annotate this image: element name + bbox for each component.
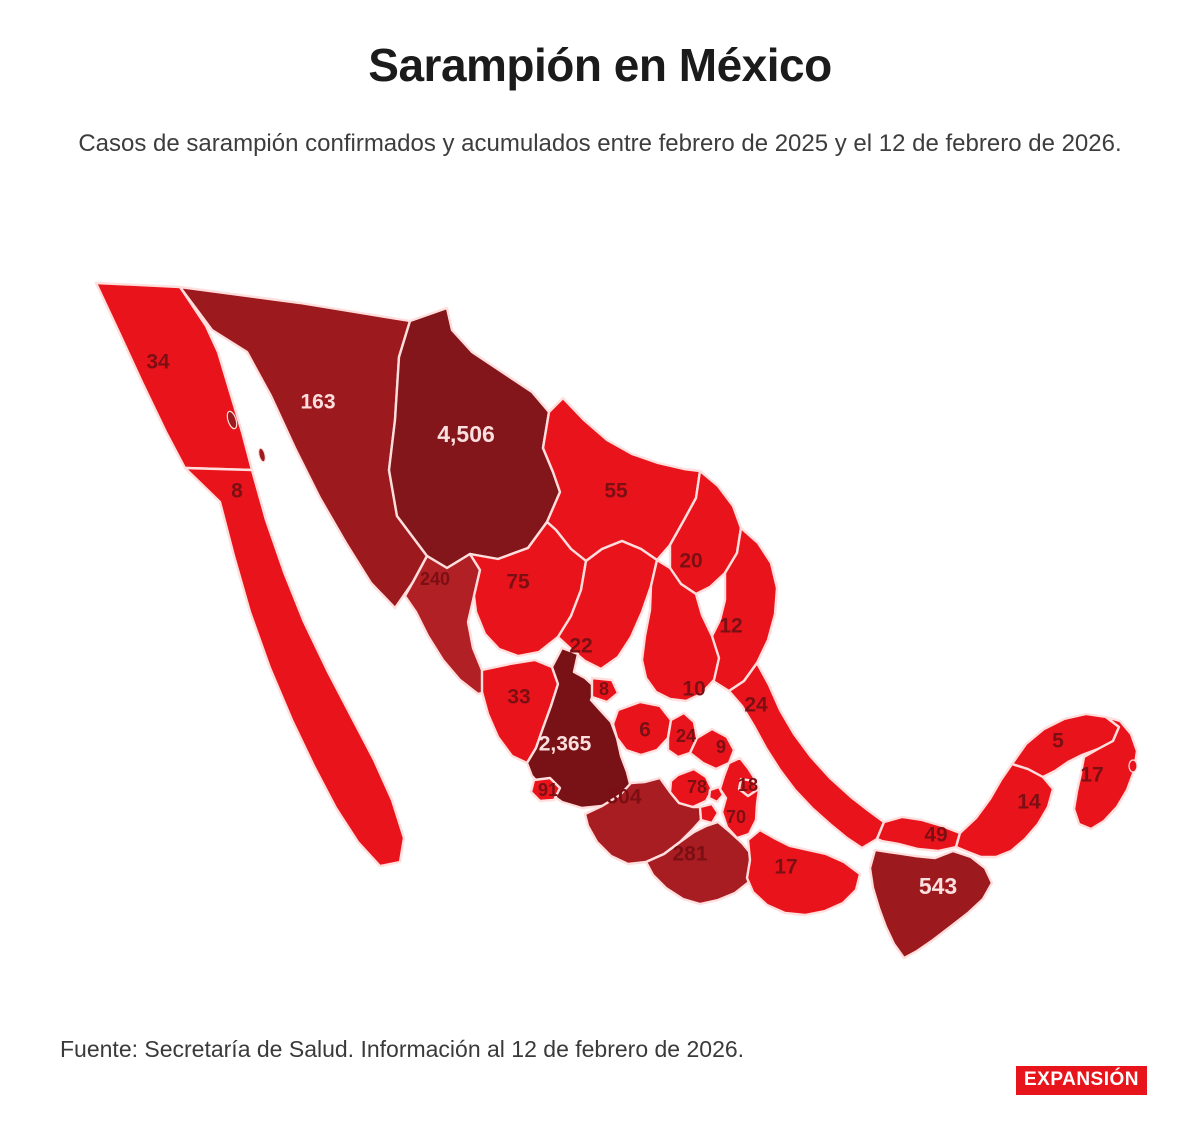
state-zacatecas[interactable] xyxy=(556,539,659,671)
state-chihuahua[interactable] xyxy=(387,306,562,570)
state-baja-california-sur[interactable] xyxy=(183,466,406,868)
state-ciudad-de-mexico[interactable] xyxy=(707,785,725,804)
page-subtitle: Casos de sarampión confirmados y acumula… xyxy=(78,130,1122,157)
state-estado-de-mexico[interactable] xyxy=(668,767,714,809)
state-guanajuato[interactable] xyxy=(611,700,673,757)
expansion-logo: EXPANSIÓN xyxy=(1015,1066,1147,1095)
state-colima[interactable] xyxy=(529,776,562,803)
gulf-island-icon xyxy=(226,410,238,430)
cozumel-island-icon xyxy=(1128,759,1138,773)
state-morelos[interactable] xyxy=(698,802,720,825)
page-title: Sarampión en México xyxy=(368,39,832,91)
state-chiapas[interactable] xyxy=(868,848,994,960)
state-nuevo-leon[interactable] xyxy=(668,469,743,596)
state-oaxaca[interactable] xyxy=(745,828,862,917)
state-baja-california[interactable] xyxy=(94,281,254,472)
state-tlaxcala[interactable] xyxy=(737,777,759,798)
state-san-luis-potosi[interactable] xyxy=(640,558,721,703)
state-aguascalientes[interactable] xyxy=(590,676,620,704)
gulf-island-2-icon xyxy=(258,447,266,463)
state-puebla[interactable] xyxy=(718,756,761,840)
state-campeche[interactable] xyxy=(954,762,1055,859)
state-quintana-roo[interactable] xyxy=(1072,715,1139,831)
source-note: Fuente: Secretaría de Salud. Información… xyxy=(60,1036,745,1062)
state-tabasco[interactable] xyxy=(875,815,962,853)
